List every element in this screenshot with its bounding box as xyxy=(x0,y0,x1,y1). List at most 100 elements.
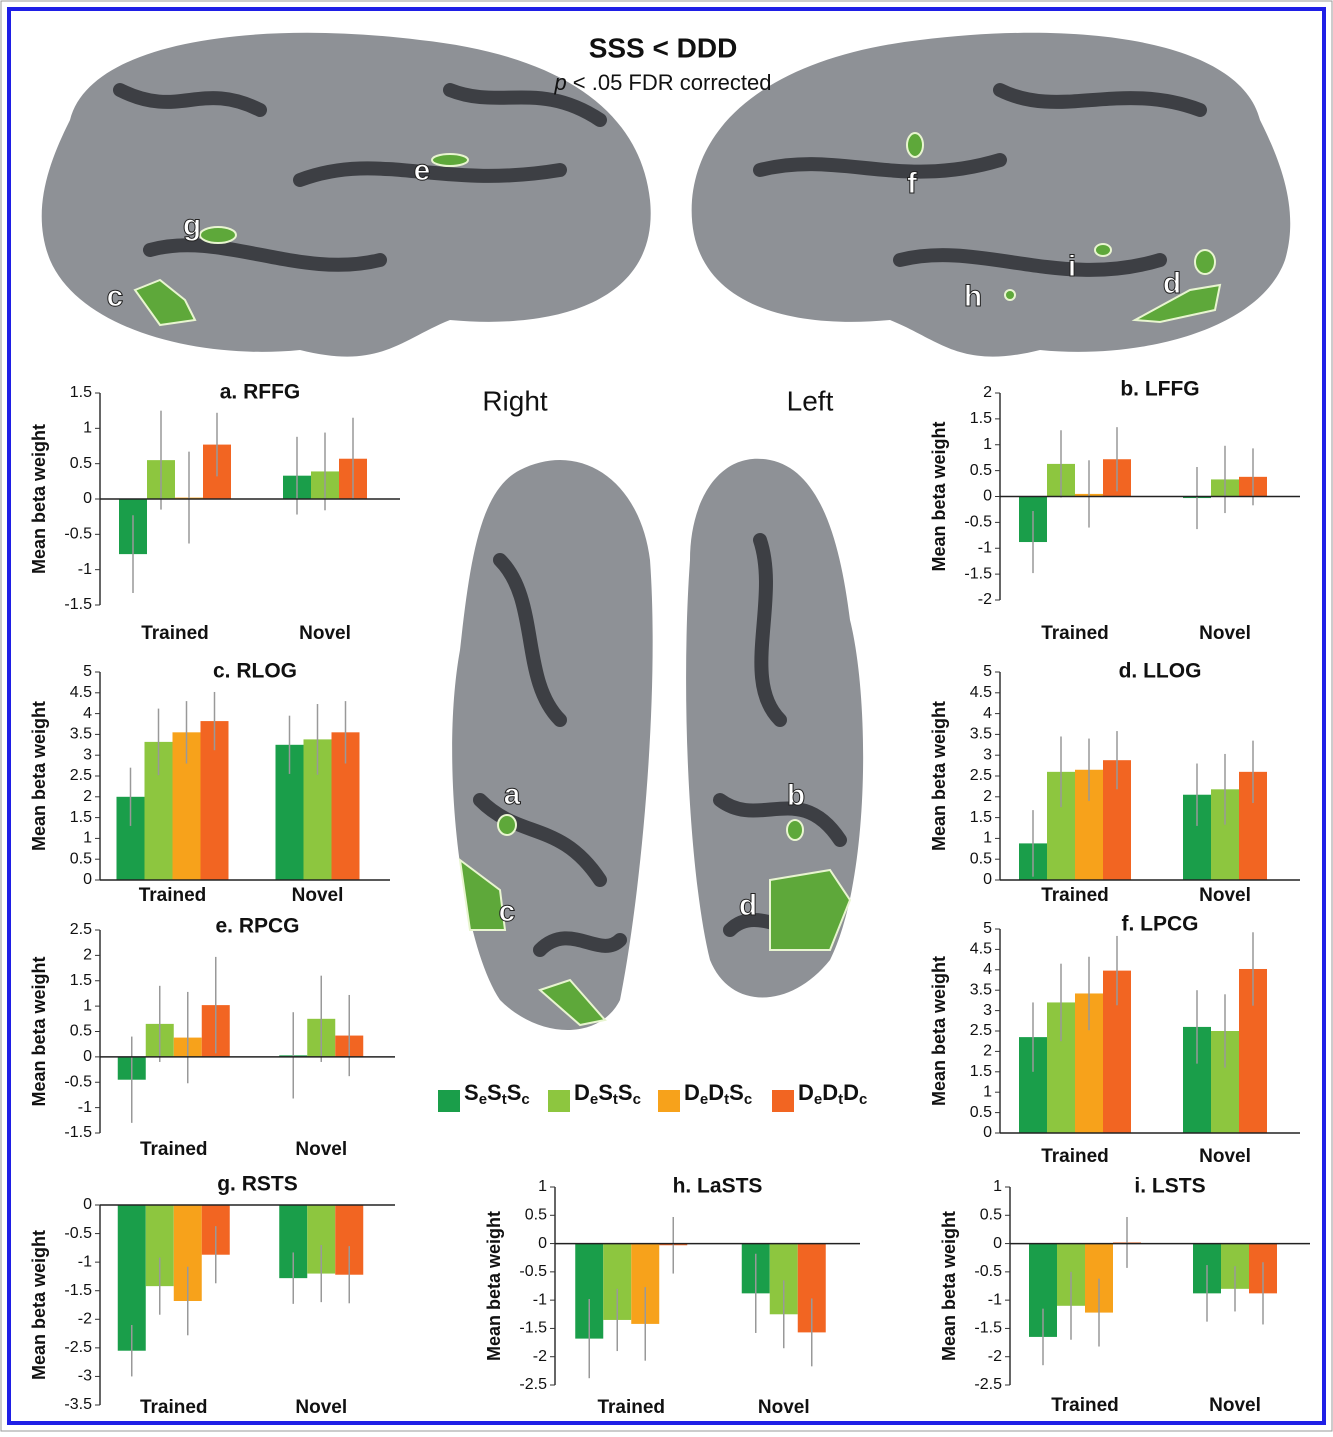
blue-frame xyxy=(7,7,1326,1425)
legend-char: S xyxy=(598,1080,613,1105)
legend-label: DeStSc xyxy=(574,1080,641,1108)
y-tick-label: 0 xyxy=(83,1048,92,1065)
y-axis-label: Mean beta weight xyxy=(29,956,49,1106)
y-axis-label: Mean beta weight xyxy=(484,1211,504,1361)
chart-title: d. LLOG xyxy=(1119,660,1202,683)
chart-title: a. RFFG xyxy=(220,381,301,404)
y-tick-label: 5 xyxy=(83,663,92,680)
y-tick-label: 0 xyxy=(83,1196,92,1213)
y-axis-label: Mean beta weight xyxy=(929,956,949,1106)
legend-char: D xyxy=(574,1080,590,1105)
y-tick-label: -1 xyxy=(988,1291,1002,1308)
y-tick-label: 0 xyxy=(538,1235,547,1252)
legend-char: S xyxy=(618,1080,633,1105)
chart-title: h. LaSTS xyxy=(673,1175,763,1198)
y-tick-label: 1.5 xyxy=(970,809,992,826)
legend-char: D xyxy=(708,1080,724,1105)
y-tick-label: 2 xyxy=(983,788,992,805)
y-tick-label: 0.5 xyxy=(970,1104,992,1121)
region-label: h xyxy=(964,280,982,313)
y-tick-label: 4.5 xyxy=(970,941,992,958)
y-tick-label: -1.5 xyxy=(964,565,992,582)
y-tick-label: -1.5 xyxy=(974,1320,1002,1337)
y-tick-label: 1 xyxy=(83,997,92,1014)
legend-char: c xyxy=(744,1091,752,1108)
y-tick-label: -1.5 xyxy=(64,596,92,613)
y-tick-label: 3.5 xyxy=(970,981,992,998)
y-tick-label: -0.5 xyxy=(64,1225,92,1242)
legend-char: c xyxy=(633,1091,641,1108)
y-tick-label: 0.5 xyxy=(70,455,92,472)
y-tick-label: -2.5 xyxy=(974,1376,1002,1393)
legend-char: e xyxy=(700,1091,708,1108)
y-tick-label: 4 xyxy=(83,705,92,722)
y-tick-label: -2.5 xyxy=(519,1376,547,1393)
x-tick-label: Trained xyxy=(141,623,209,644)
y-tick-label: 0.5 xyxy=(970,850,992,867)
y-tick-label: 3 xyxy=(83,746,92,763)
region-label: f xyxy=(907,167,918,200)
y-tick-label: -1 xyxy=(978,539,992,556)
y-tick-label: 2 xyxy=(983,1043,992,1060)
legend-char: t xyxy=(724,1091,729,1108)
y-tick-label: 4 xyxy=(983,961,992,978)
legend-char: t xyxy=(838,1091,843,1108)
x-tick-label: Novel xyxy=(1209,1395,1261,1416)
region-label: i xyxy=(1068,250,1076,283)
y-axis-label: Mean beta weight xyxy=(939,1211,959,1361)
hemisphere-label: Right xyxy=(482,385,548,416)
y-tick-label: 0.5 xyxy=(970,462,992,479)
region-label: e xyxy=(414,154,431,187)
y-tick-label: 3.5 xyxy=(70,726,92,743)
x-tick-label: Trained xyxy=(1041,1146,1109,1167)
brain-right-lateral xyxy=(41,32,651,357)
y-tick-label: 2.5 xyxy=(970,1022,992,1039)
y-tick-label: 0 xyxy=(983,488,992,505)
subtitle-symbol: p xyxy=(554,70,567,95)
y-tick-label: -0.5 xyxy=(64,1073,92,1090)
region-label: c xyxy=(499,895,516,928)
legend-char: S xyxy=(729,1080,744,1105)
y-tick-label: 1.5 xyxy=(70,809,92,826)
legend-char: t xyxy=(502,1091,507,1108)
y-tick-label: 4 xyxy=(983,705,992,722)
legend-char: S xyxy=(487,1080,502,1105)
y-tick-label: 0 xyxy=(983,1124,992,1141)
y-tick-label: 0.5 xyxy=(980,1207,1002,1224)
legend-char: t xyxy=(613,1091,618,1108)
y-axis-label: Mean beta weight xyxy=(29,701,49,851)
chart-title: i. LSTS xyxy=(1134,1175,1205,1198)
y-tick-label: 1 xyxy=(983,830,992,847)
y-tick-label: 2 xyxy=(83,788,92,805)
x-tick-label: Trained xyxy=(1041,885,1109,906)
y-axis-label: Mean beta weight xyxy=(29,1230,49,1380)
y-tick-label: 5 xyxy=(983,920,992,937)
legend-label: SeStSc xyxy=(464,1080,530,1108)
legend-char: D xyxy=(843,1080,859,1105)
y-tick-label: -1 xyxy=(533,1291,547,1308)
x-tick-label: Novel xyxy=(758,1397,810,1418)
y-tick-label: 0.5 xyxy=(525,1207,547,1224)
y-tick-label: -1.5 xyxy=(519,1320,547,1337)
x-tick-label: Novel xyxy=(295,1139,347,1160)
brain-left-ventral xyxy=(686,458,864,998)
y-tick-label: 0.5 xyxy=(70,1023,92,1040)
y-tick-label: 1 xyxy=(83,420,92,437)
x-tick-label: Novel xyxy=(299,623,351,644)
legend-char: e xyxy=(814,1091,822,1108)
chart-title: f. LPCG xyxy=(1122,913,1199,936)
y-tick-label: 5 xyxy=(983,663,992,680)
x-tick-label: Novel xyxy=(1199,885,1251,906)
y-tick-label: 1.5 xyxy=(970,1063,992,1080)
y-tick-label: -0.5 xyxy=(964,514,992,531)
y-tick-label: 3 xyxy=(983,1002,992,1019)
legend-char: S xyxy=(464,1080,479,1105)
chart-title: e. RPCG xyxy=(215,915,299,938)
y-tick-label: 4.5 xyxy=(70,684,92,701)
y-tick-label: 3 xyxy=(983,746,992,763)
y-tick-label: 1.5 xyxy=(70,972,92,989)
y-tick-label: -1 xyxy=(78,1253,92,1270)
x-tick-label: Trained xyxy=(1041,623,1109,644)
y-tick-label: -0.5 xyxy=(974,1263,1002,1280)
